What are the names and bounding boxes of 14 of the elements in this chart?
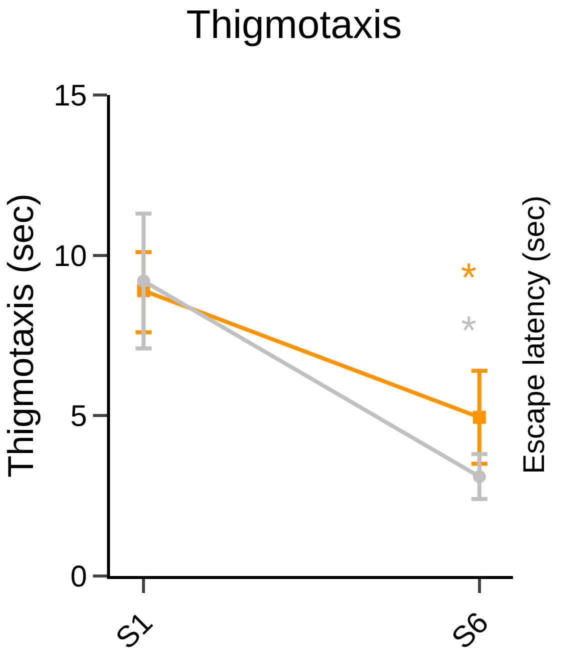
y2-axis-title: Escape latency (sec) (518, 196, 551, 474)
y-axis-title: Thigmotaxis (sec) (0, 193, 41, 478)
y-tick-label: 0 (70, 560, 87, 594)
annotation: * (461, 256, 477, 300)
point (472, 470, 486, 484)
y-tick-label: 10 (54, 240, 87, 273)
y-tick-label: 15 (54, 80, 87, 112)
point (137, 274, 150, 288)
x-tick-label: S1 (110, 606, 160, 656)
point (472, 410, 486, 424)
chart-title: Thigmotaxis (186, 3, 402, 48)
x-tick-label: S6 (446, 606, 495, 656)
y-tick-label: 5 (70, 400, 87, 434)
annotation: * (461, 309, 477, 353)
